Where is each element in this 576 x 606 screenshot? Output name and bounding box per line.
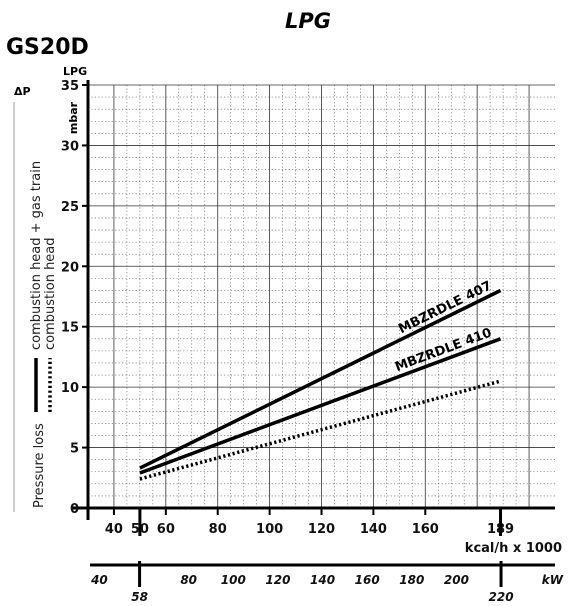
y-tick-label: 25 — [61, 200, 79, 215]
kw-tick-label: 120 — [265, 573, 290, 587]
legend-item-dotted: combustion head — [43, 237, 58, 350]
series-line — [139, 379, 501, 481]
y-delta-label: ΔP — [14, 85, 31, 98]
x-unit-label: kcal/h x 1000 — [465, 541, 562, 556]
y-unit-label: mbar — [67, 101, 80, 134]
x-tick-label: 60 — [157, 522, 175, 537]
series-line — [139, 288, 502, 470]
series-line — [139, 337, 502, 475]
y-top-label: LPG — [63, 65, 87, 78]
model-name: GS20D — [6, 35, 89, 60]
y-tick-label: 15 — [61, 321, 79, 336]
kw-tick-label: 200 — [444, 573, 469, 587]
kw-tick-label: 140 — [310, 573, 335, 587]
kw-tick-label: 40 — [90, 573, 108, 587]
legend-title: Pressure loss — [32, 423, 47, 508]
x-tick-label: 120 — [308, 522, 335, 537]
x-tick-label: 140 — [360, 522, 387, 537]
kw-tick-label: 160 — [355, 573, 380, 587]
kw-tick-label: 100 — [221, 573, 246, 587]
kw-unit-label: kW — [542, 573, 564, 587]
x-tick-labels: 40 50 60 80 100 120 140 160 189 — [105, 508, 514, 537]
kw-tick-label: 80 — [180, 573, 197, 587]
kw-axis: 40 58 80 100 120 140 160 180 200 220 — [90, 561, 555, 604]
grid — [88, 84, 555, 508]
x-tick-label: 160 — [412, 522, 439, 537]
y-tick-label: 20 — [61, 260, 79, 275]
y-tick-label: 5 — [70, 442, 79, 457]
x-tick-label: 40 — [105, 522, 123, 537]
kw-tick-label: 220 — [489, 590, 514, 604]
x-tick-label: 100 — [256, 522, 283, 537]
legend-item-solid: combustion head + gas train — [29, 161, 44, 350]
y-tick-label: 0 — [70, 502, 79, 517]
y-tick-label: 35 — [61, 79, 79, 94]
y-tick-label: 10 — [61, 381, 79, 396]
kw-tick-label: 58 — [131, 590, 148, 604]
chart-title: LPG — [285, 9, 331, 33]
series-lines — [139, 288, 502, 481]
x-tick-label: 80 — [209, 522, 227, 537]
y-tick-label: 30 — [61, 139, 79, 154]
y-tick-labels: 0 5 10 15 20 25 30 35 — [61, 79, 88, 517]
kw-tick-label: 180 — [399, 573, 424, 587]
